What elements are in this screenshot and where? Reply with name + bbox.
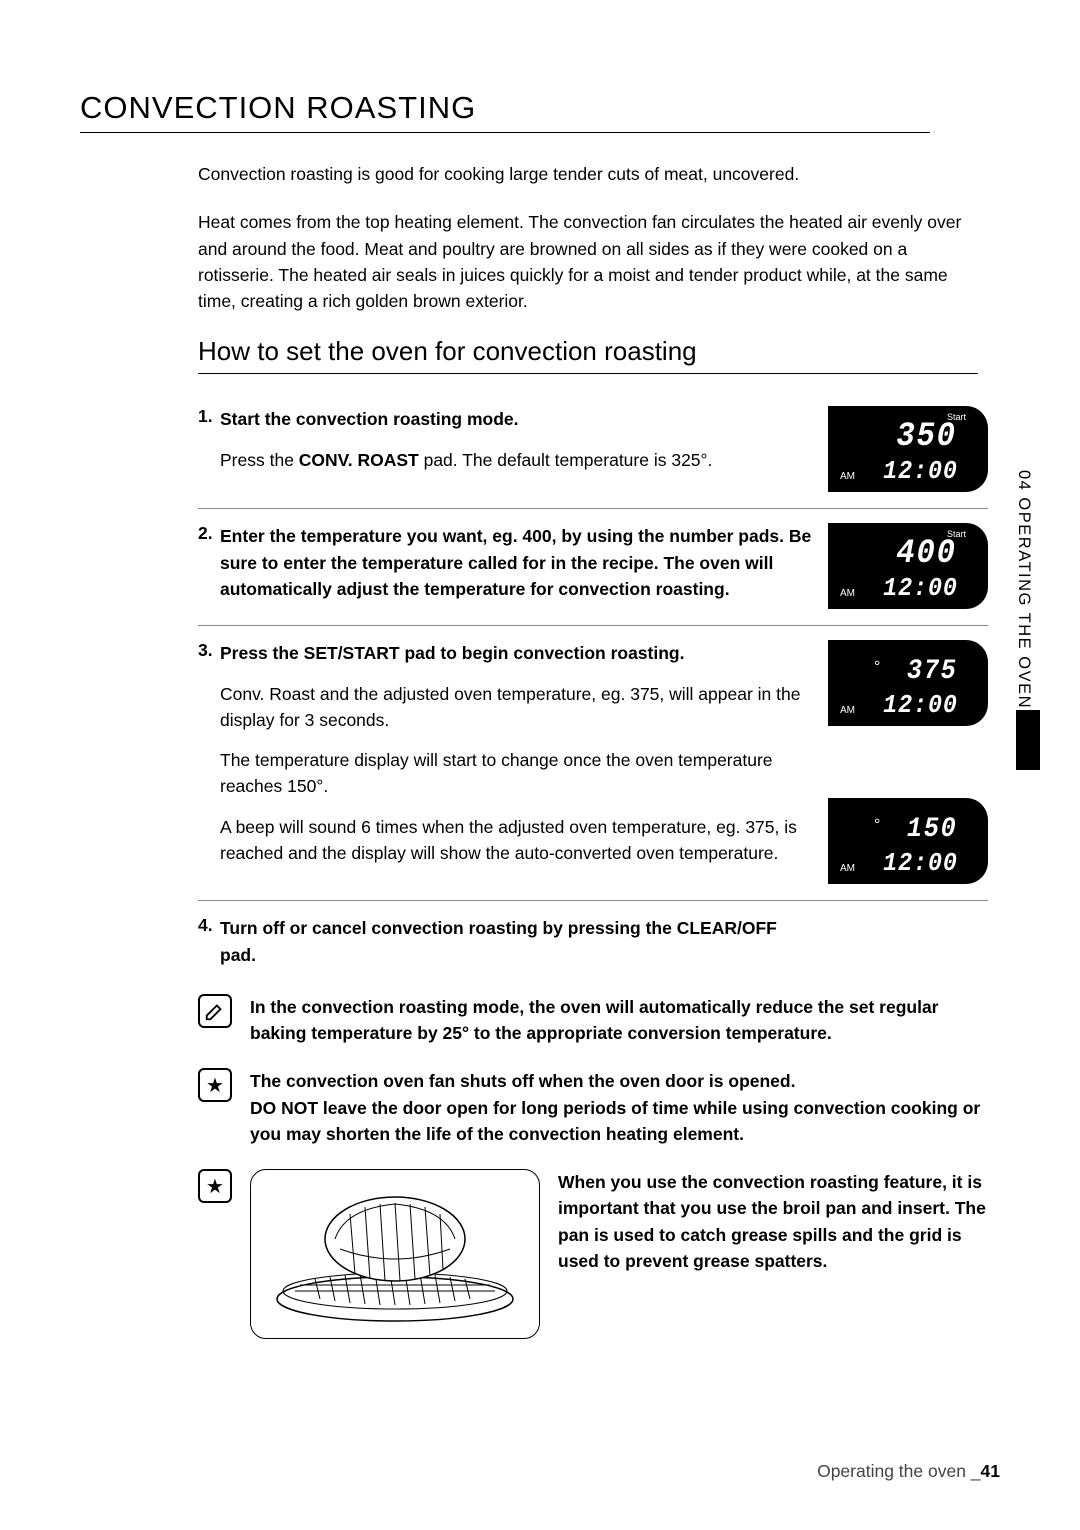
step-text: Start the convection roasting mode. Pres… — [220, 406, 828, 473]
pencil-icon — [204, 1000, 226, 1022]
oven-display-4: ° 150 AM 12:00 — [828, 798, 988, 884]
broil-pan-illustration — [250, 1169, 540, 1339]
step-number: 2. — [198, 523, 220, 544]
intro-paragraph-1: Convection roasting is good for cooking … — [198, 161, 978, 187]
oven-display-1: Start 350 AM 12:00 — [828, 406, 988, 492]
display-temp: 150 — [906, 814, 957, 845]
text-bold: SET/START — [304, 643, 400, 663]
display-temp: 350 — [896, 418, 956, 456]
oven-display-2: Start 400 AM 12:00 — [828, 523, 988, 609]
display-illustration: Start 400 AM 12:00 — [828, 523, 988, 609]
roast-on-pan-icon — [265, 1179, 525, 1329]
display-temp: 400 — [896, 535, 956, 573]
display-degree: ° — [872, 658, 882, 676]
display-time: 12:00 — [883, 690, 958, 720]
note-2: ★ The convection oven fan shuts off when… — [198, 1068, 988, 1147]
display-illustration: ° 375 AM 12:00 ° 150 AM 12:00 — [828, 640, 988, 884]
display-am: AM — [840, 471, 855, 482]
pan-text: When you use the convection roasting fea… — [558, 1169, 988, 1274]
notes-section: In the convection roasting mode, the ove… — [198, 994, 988, 1147]
display-temp: 375 — [906, 656, 957, 687]
step-text: Press the SET/START pad to begin convect… — [220, 640, 828, 866]
display-am: AM — [840, 863, 855, 874]
text: pad. The default temperature is 325°. — [419, 450, 713, 470]
intro-paragraph-2: Heat comes from the top heating element.… — [198, 209, 978, 314]
step-3-line-c: The temperature display will start to ch… — [220, 747, 816, 800]
text: Turn off or cancel convection roasting b… — [220, 918, 677, 938]
display-am: AM — [840, 588, 855, 599]
side-tab-marker — [1016, 710, 1040, 770]
text: DO NOT leave the door open for long peri… — [250, 1098, 980, 1144]
step-1-title: Start the convection roasting mode. — [220, 406, 816, 432]
step-text: Enter the temperature you want, eg. 400,… — [220, 523, 828, 602]
display-am: AM — [840, 705, 855, 716]
pan-note: ★ When you use the — [198, 1169, 988, 1339]
step-text: Turn off or cancel convection roasting b… — [220, 915, 828, 968]
text: The convection oven fan shuts off when t… — [250, 1071, 795, 1091]
footer-page-number: 41 — [981, 1461, 1000, 1481]
step-3-line-d: A beep will sound 6 times when the adjus… — [220, 814, 816, 867]
note-icon — [198, 994, 232, 1028]
display-time: 12:00 — [883, 456, 958, 486]
text: Press the — [220, 450, 299, 470]
step-1-body: Press the CONV. ROAST pad. The default t… — [220, 447, 816, 473]
display-time: 12:00 — [883, 848, 958, 878]
text: pad to begin convection roasting. — [400, 643, 685, 663]
step-3: 3. Press the SET/START pad to begin conv… — [198, 626, 988, 901]
text-bold: CONV. ROAST — [299, 450, 419, 470]
step-number: 1. — [198, 406, 220, 427]
step-4: 4. Turn off or cancel convection roastin… — [198, 901, 988, 984]
display-degree: ° — [872, 816, 882, 834]
step-3-line-a: Press the SET/START pad to begin convect… — [220, 640, 816, 666]
display-illustration: Start 350 AM 12:00 — [828, 406, 988, 492]
section-subhead: How to set the oven for convection roast… — [198, 336, 978, 374]
step-2: 2. Enter the temperature you want, eg. 4… — [198, 509, 988, 626]
step-number: 4. — [198, 915, 220, 936]
text: pad. — [220, 945, 256, 965]
step-3-line-b: Conv. Roast and the adjusted oven temper… — [220, 681, 816, 734]
star-icon: ★ — [198, 1068, 232, 1102]
display-time: 12:00 — [883, 573, 958, 603]
note-text: In the convection roasting mode, the ove… — [250, 994, 988, 1047]
note-text: The convection oven fan shuts off when t… — [250, 1068, 988, 1147]
star-icon: ★ — [198, 1169, 232, 1203]
side-section-label: 04 OPERATING THE OVEN — [1014, 470, 1033, 709]
note-1: In the convection roasting mode, the ove… — [198, 994, 988, 1047]
footer-text: Operating the oven _ — [817, 1461, 980, 1481]
page-title: CONVECTION ROASTING — [80, 90, 930, 133]
step-1: 1. Start the convection roasting mode. P… — [198, 392, 988, 509]
step-number: 3. — [198, 640, 220, 661]
oven-display-3: ° 375 AM 12:00 — [828, 640, 988, 726]
steps-list: 1. Start the convection roasting mode. P… — [198, 392, 988, 984]
page-footer: Operating the oven _41 — [817, 1461, 1000, 1482]
text-bold: CLEAR/OFF — [677, 918, 777, 938]
text: Press the — [220, 643, 304, 663]
